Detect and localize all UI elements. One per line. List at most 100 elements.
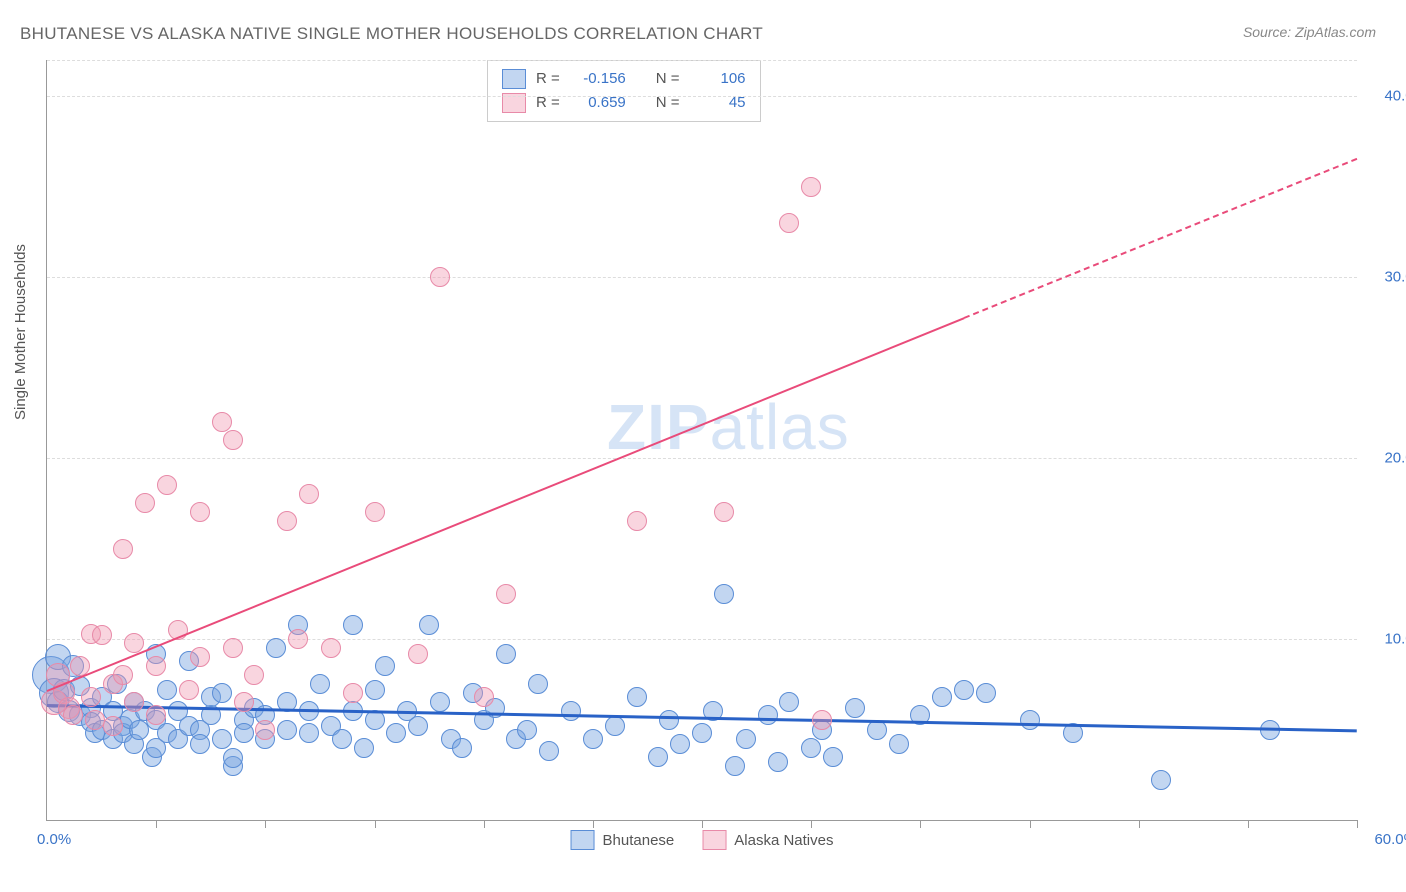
data-point <box>190 734 210 754</box>
data-point <box>234 723 254 743</box>
data-point <box>452 738 472 758</box>
plot-area: ZIPatlas R =-0.156N =106R =0.659N =45 Bh… <box>46 60 1357 821</box>
data-point <box>190 647 210 667</box>
data-point <box>212 412 232 432</box>
legend-row: R = -0.156 N = 106 <box>502 67 746 91</box>
data-point <box>343 615 363 635</box>
data-point <box>310 674 330 694</box>
data-point <box>496 584 516 604</box>
data-point <box>758 705 778 725</box>
data-point <box>648 747 668 767</box>
data-point <box>812 710 832 730</box>
data-point <box>212 683 232 703</box>
r-value: 0.659 <box>570 91 626 115</box>
data-point <box>63 705 83 725</box>
data-point <box>954 680 974 700</box>
data-point <box>692 723 712 743</box>
x-tick <box>593 820 594 828</box>
data-point <box>627 687 647 707</box>
x-tick <box>484 820 485 828</box>
x-tick <box>1139 820 1140 828</box>
data-point <box>365 680 385 700</box>
data-point <box>408 644 428 664</box>
x-tick <box>1248 820 1249 828</box>
data-point <box>375 656 395 676</box>
gridline <box>47 60 1357 61</box>
data-point <box>583 729 603 749</box>
x-end-label: 60.0% <box>1374 831 1406 848</box>
data-point <box>81 687 101 707</box>
data-point <box>517 720 537 740</box>
data-point <box>539 741 559 761</box>
watermark: ZIPatlas <box>607 390 850 464</box>
data-point <box>299 484 319 504</box>
legend-swatch <box>571 830 595 850</box>
data-point <box>277 720 297 740</box>
data-point <box>823 747 843 767</box>
data-point <box>365 502 385 522</box>
y-tick-label: 10.0% <box>1367 631 1406 648</box>
data-point <box>124 633 144 653</box>
data-point <box>714 502 734 522</box>
data-point <box>343 683 363 703</box>
data-point <box>113 539 133 559</box>
n-value: 106 <box>690 67 746 91</box>
x-tick <box>1357 820 1358 828</box>
legend-item: Alaska Natives <box>702 830 833 850</box>
data-point <box>212 729 232 749</box>
x-tick <box>265 820 266 828</box>
data-point <box>266 638 286 658</box>
data-point <box>223 430 243 450</box>
data-point <box>1151 770 1171 790</box>
data-point <box>223 748 243 768</box>
data-point <box>146 656 166 676</box>
x-tick <box>811 820 812 828</box>
data-point <box>801 738 821 758</box>
data-point <box>103 716 123 736</box>
n-label: N = <box>656 67 680 91</box>
data-point <box>714 584 734 604</box>
data-point <box>255 720 275 740</box>
x-tick <box>920 820 921 828</box>
data-point <box>365 710 385 730</box>
data-point <box>354 738 374 758</box>
data-point <box>779 692 799 712</box>
x-tick <box>156 820 157 828</box>
gridline <box>47 96 1357 97</box>
r-label: R = <box>536 67 560 91</box>
data-point <box>474 687 494 707</box>
data-point <box>976 683 996 703</box>
data-point <box>725 756 745 776</box>
data-point <box>801 177 821 197</box>
y-tick-label: 20.0% <box>1367 450 1406 467</box>
data-point <box>92 625 112 645</box>
data-point <box>430 267 450 287</box>
data-point <box>768 752 788 772</box>
y-tick-label: 40.0% <box>1367 88 1406 105</box>
data-point <box>889 734 909 754</box>
n-value: 45 <box>690 91 746 115</box>
data-point <box>627 511 647 531</box>
legend-row: R =0.659N =45 <box>502 91 746 115</box>
y-tick-label: 30.0% <box>1367 269 1406 286</box>
data-point <box>179 680 199 700</box>
data-point <box>321 638 341 658</box>
r-value: -0.156 <box>570 67 626 91</box>
source-label: Source: ZipAtlas.com <box>1243 24 1376 40</box>
r-label: R = <box>536 91 560 115</box>
data-point <box>124 692 144 712</box>
data-point <box>430 692 450 712</box>
data-point <box>113 665 133 685</box>
data-point <box>1020 710 1040 730</box>
data-point <box>135 493 155 513</box>
data-point <box>670 734 690 754</box>
chart-title: BHUTANESE VS ALASKA NATIVE SINGLE MOTHER… <box>20 24 763 44</box>
data-point <box>288 629 308 649</box>
data-point <box>561 701 581 721</box>
data-point <box>386 723 406 743</box>
data-point <box>146 705 166 725</box>
legend-label: Alaska Natives <box>734 832 833 849</box>
data-point <box>845 698 865 718</box>
data-point <box>419 615 439 635</box>
x-origin-label: 0.0% <box>37 831 71 848</box>
